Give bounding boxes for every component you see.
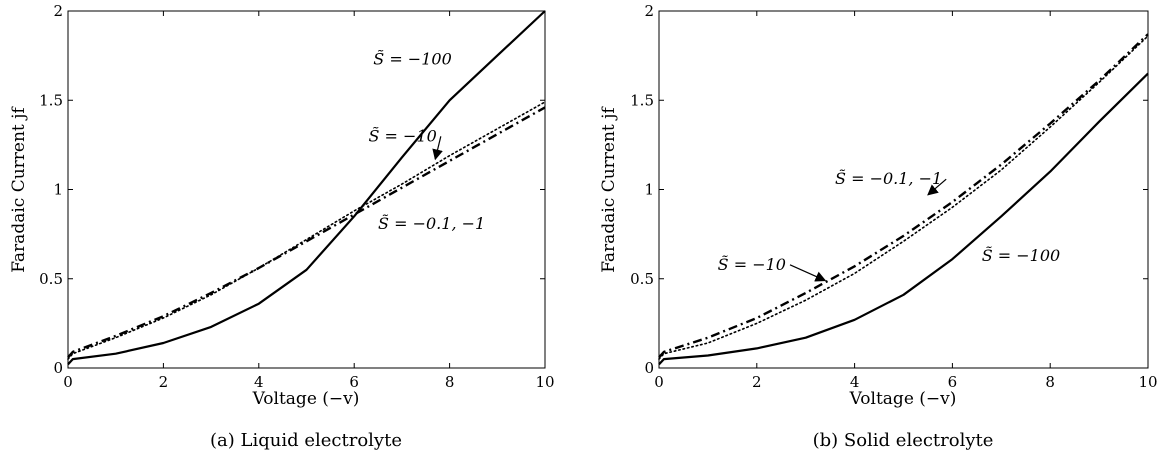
annotation-label: S̃ = −0.1, −1 (378, 214, 485, 233)
y-tick-label: 1 (644, 181, 654, 199)
x-tick-label: 8 (1045, 373, 1055, 391)
annotation-layer-liquid: S̃ = −100 S̃ = −10 S̃ = −0.1, −1 (369, 50, 486, 233)
x-tick-label: 2 (752, 373, 762, 391)
x-tick-label: 10 (1138, 373, 1157, 391)
series-line-solid (67, 10, 546, 366)
y-tick-label: 2 (644, 2, 654, 20)
tick-layer-liquid: 0 2 4 6 8 10 0 0.5 1 1.5 2 (39, 2, 554, 391)
x-tick-label: 8 (445, 373, 455, 391)
annotation-layer-solid: S̃ = −0.1, −1 S̃ = −10 S̃ = −100 (718, 169, 1060, 282)
x-tick-label: 4 (254, 373, 264, 391)
x-tick-label: 4 (850, 373, 860, 391)
annotation-label: S̃ = −100 (373, 50, 451, 69)
annotation-arrow (432, 136, 443, 161)
y-axis-label-liquid: Faradaic Current jf (9, 106, 29, 273)
series-line-dashdot (658, 33, 1149, 359)
y-tick-label: 1.5 (630, 91, 654, 109)
y-axis-label-solid: Faradaic Current jf (599, 106, 619, 273)
series-line-dotted (658, 35, 1149, 360)
x-tick-label: 10 (535, 373, 554, 391)
plot-area-solid (658, 10, 1149, 369)
y-tick-label: 1 (53, 181, 63, 199)
x-tick-label: 6 (349, 373, 359, 391)
y-tick-label: 0.5 (630, 270, 654, 288)
series-line-solid (658, 72, 1149, 366)
x-tick-label: 0 (63, 373, 73, 391)
caption-liquid: (a) Liquid electrolyte (210, 430, 402, 451)
annotation-arrow (927, 178, 947, 196)
annotation-arrow (789, 264, 827, 282)
annotation-label: S̃ = −10 (369, 126, 437, 145)
annotation-label: S̃ = −10 (718, 255, 786, 274)
annotation-label: S̃ = −0.1, −1 (835, 169, 942, 188)
annotation-label: S̃ = −100 (982, 246, 1060, 265)
plot-area-liquid (67, 10, 546, 369)
y-tick-label: 1.5 (39, 91, 63, 109)
x-axis-label-liquid: Voltage (−v) (252, 389, 360, 409)
series-layer-liquid (67, 10, 546, 366)
caption-solid: (b) Solid electrolyte (813, 430, 994, 451)
series-layer-solid (658, 33, 1149, 366)
x-axis-label-solid: Voltage (−v) (849, 389, 957, 409)
y-tick-label: 0 (644, 359, 654, 377)
x-tick-label: 0 (654, 373, 664, 391)
tick-layer-solid: 0 2 4 6 8 10 0 0.5 1 1.5 2 (630, 2, 1157, 391)
y-tick-label: 0.5 (39, 270, 63, 288)
series-line-dashdot (67, 106, 546, 359)
y-tick-label: 0 (53, 359, 63, 377)
series-line-dotted (67, 101, 546, 360)
x-tick-label: 6 (948, 373, 958, 391)
y-tick-label: 2 (53, 2, 63, 20)
x-tick-label: 2 (159, 373, 169, 391)
